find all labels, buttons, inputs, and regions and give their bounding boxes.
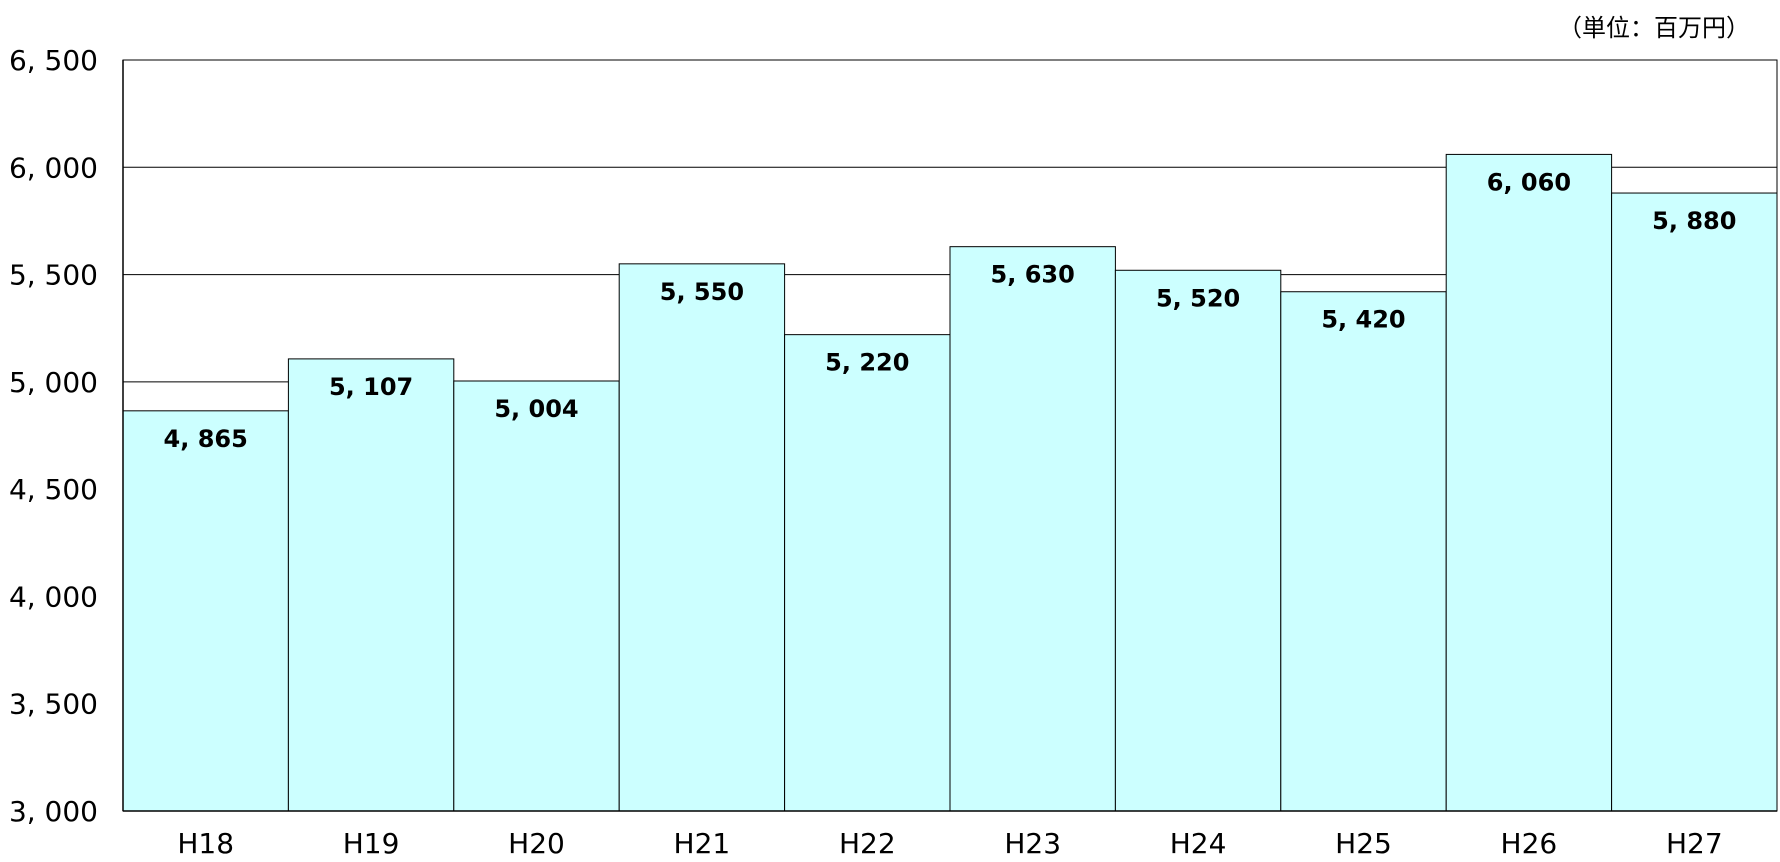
bar (1611, 192, 1778, 812)
data-label: 5, 004 (494, 395, 578, 423)
x-tick-label: H25 (1335, 827, 1392, 860)
data-label: 5, 630 (991, 261, 1075, 289)
data-label: 5, 520 (1156, 284, 1240, 312)
x-tick-label: H27 (1666, 827, 1723, 860)
data-label: 5, 550 (660, 278, 744, 306)
data-label: 4, 865 (164, 425, 248, 453)
x-tick-label: H26 (1501, 827, 1558, 860)
data-label: 5, 220 (825, 349, 909, 377)
bar (1114, 269, 1282, 812)
data-label: 5, 880 (1652, 207, 1736, 235)
bar (618, 263, 786, 812)
x-tick-label: H23 (1004, 827, 1061, 860)
y-tick-label: 3, 500 (9, 688, 98, 721)
x-tick-label: H19 (343, 827, 400, 860)
x-tick-label: H22 (839, 827, 896, 860)
y-tick-label: 3, 000 (9, 795, 98, 828)
x-tick-label: H24 (1170, 827, 1227, 860)
y-tick-label: 6, 000 (9, 151, 98, 184)
unit-label: （単位：百万円） (1558, 14, 1750, 42)
x-tick-label: H20 (508, 827, 565, 860)
bar (1445, 153, 1613, 812)
y-tick-label: 5, 000 (9, 366, 98, 399)
data-label: 5, 107 (329, 373, 413, 401)
bar (453, 380, 620, 812)
x-tick-label: H21 (674, 827, 731, 860)
data-label: 6, 060 (1487, 168, 1571, 196)
bar (1280, 291, 1447, 812)
x-tick-label: H18 (177, 827, 234, 860)
bar (949, 246, 1116, 812)
bar (122, 410, 289, 812)
y-tick-label: 6, 500 (9, 44, 98, 77)
data-label: 5, 420 (1321, 306, 1405, 334)
y-tick-label: 4, 000 (9, 580, 98, 613)
bar (287, 358, 455, 812)
y-tick-label: 5, 500 (9, 259, 98, 292)
bar (784, 334, 951, 812)
y-tick-label: 4, 500 (9, 473, 98, 506)
